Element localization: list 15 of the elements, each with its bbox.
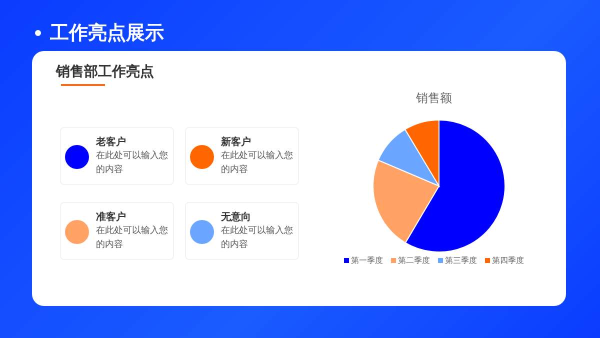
chart-title: 销售额 xyxy=(415,90,453,107)
legend-label: 第一季度 xyxy=(350,255,383,266)
text: 在此处可以输入您的内容 xyxy=(96,150,169,177)
legend-label: 第四季度 xyxy=(491,255,524,266)
legend-label: 第二季度 xyxy=(397,255,430,266)
text: 在此处可以输入您的内容 xyxy=(221,224,294,252)
text: 工作亮点展示 xyxy=(50,21,164,46)
text: 在此处可以输入您的内容 xyxy=(221,150,294,177)
text: 准客户 xyxy=(96,210,126,224)
text: 在此处可以输入您的内容 xyxy=(96,224,169,252)
text: 新客户 xyxy=(221,135,251,149)
text: 老客户 xyxy=(96,135,126,149)
text: 销售部工作亮点 xyxy=(56,63,154,81)
legend-label: 第三季度 xyxy=(444,255,477,266)
text: 无意向 xyxy=(221,210,251,224)
